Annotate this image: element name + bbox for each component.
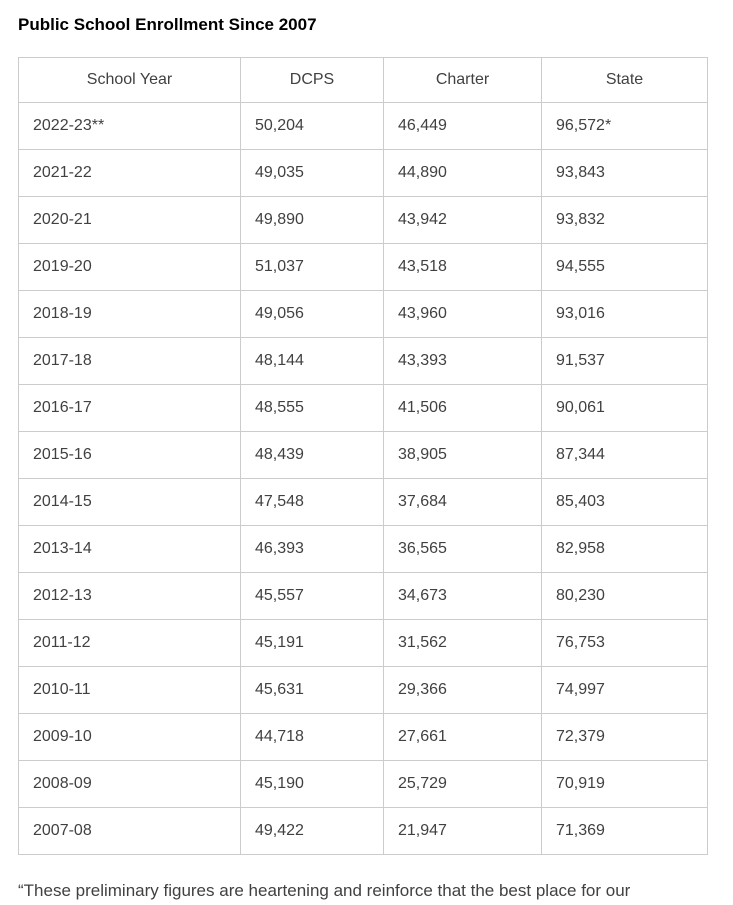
school-year-cell: 2015-16 (18, 431, 241, 479)
value-cell: 76,753 (541, 619, 708, 667)
value-cell: 85,403 (541, 478, 708, 526)
value-cell: 87,344 (541, 431, 708, 479)
page-title: Public School Enrollment Since 2007 (18, 15, 317, 34)
school-year-cell: 2022-23** (18, 102, 241, 150)
value-cell: 45,557 (240, 572, 384, 620)
table-row: 2018-19 49,056 43,960 93,016 (18, 290, 708, 338)
table-row: 2012-13 45,557 34,673 80,230 (18, 572, 708, 620)
table-row: 2009-10 44,718 27,661 72,379 (18, 713, 708, 761)
value-cell: 37,684 (383, 478, 542, 526)
table-row: 2017-18 48,144 43,393 91,537 (18, 337, 708, 385)
value-cell: 49,056 (240, 290, 384, 338)
school-year-cell: 2020-21 (18, 196, 241, 244)
school-year-cell: 2017-18 (18, 337, 241, 385)
table-header-row: School Year DCPS Charter State (18, 57, 708, 103)
school-year-cell: 2016-17 (18, 384, 241, 432)
school-year-cell: 2021-22 (18, 149, 241, 197)
value-cell: 90,061 (541, 384, 708, 432)
value-cell: 44,890 (383, 149, 542, 197)
value-cell: 50,204 (240, 102, 384, 150)
school-year-cell: 2019-20 (18, 243, 241, 291)
column-header-charter: Charter (383, 57, 542, 103)
value-cell: 49,035 (240, 149, 384, 197)
value-cell: 48,144 (240, 337, 384, 385)
table-row: 2014-15 47,548 37,684 85,403 (18, 478, 708, 526)
value-cell: 25,729 (383, 760, 542, 808)
value-cell: 94,555 (541, 243, 708, 291)
school-year-cell: 2011-12 (18, 619, 241, 667)
value-cell: 46,449 (383, 102, 542, 150)
value-cell: 51,037 (240, 243, 384, 291)
value-cell: 36,565 (383, 525, 542, 573)
table-body: 2022-23** 50,204 46,449 96,572* 2021-22 49,03… (18, 102, 708, 855)
table-row: 2019-20 51,037 43,518 94,555 (18, 243, 708, 291)
value-cell: 93,016 (541, 290, 708, 338)
value-cell: 46,393 (240, 525, 384, 573)
value-cell: 70,919 (541, 760, 708, 808)
table-row: 2011-12 45,191 31,562 76,753 (18, 619, 708, 667)
value-cell: 38,905 (383, 431, 542, 479)
value-cell: 80,230 (541, 572, 708, 620)
table-row: 2015-16 48,439 38,905 87,344 (18, 431, 708, 479)
value-cell: 45,191 (240, 619, 384, 667)
value-cell: 93,843 (541, 149, 708, 197)
school-year-cell: 2008-09 (18, 760, 241, 808)
value-cell: 72,379 (541, 713, 708, 761)
column-header-school-year: School Year (18, 57, 241, 103)
value-cell: 48,555 (240, 384, 384, 432)
value-cell: 47,548 (240, 478, 384, 526)
school-year-cell: 2009-10 (18, 713, 241, 761)
school-year-cell: 2014-15 (18, 478, 241, 526)
column-header-state: State (541, 57, 708, 103)
table-row: 2022-23** 50,204 46,449 96,572* (18, 102, 708, 150)
value-cell: 27,661 (383, 713, 542, 761)
value-cell: 49,422 (240, 807, 384, 855)
value-cell: 74,997 (541, 666, 708, 714)
value-cell: 43,518 (383, 243, 542, 291)
value-cell: 43,960 (383, 290, 542, 338)
table-row: 2007-08 49,422 21,947 71,369 (18, 807, 708, 855)
value-cell: 31,562 (383, 619, 542, 667)
enrollment-table: School Year DCPS Charter State 2022-23** 50,… (18, 57, 708, 855)
school-year-cell: 2012-13 (18, 572, 241, 620)
value-cell: 82,958 (541, 525, 708, 573)
value-cell: 45,190 (240, 760, 384, 808)
value-cell: 21,947 (383, 807, 542, 855)
table-row: 2010-11 45,631 29,366 74,997 (18, 666, 708, 714)
value-cell: 48,439 (240, 431, 384, 479)
value-cell: 49,890 (240, 196, 384, 244)
school-year-cell: 2018-19 (18, 290, 241, 338)
value-cell: 43,393 (383, 337, 542, 385)
value-cell: 44,718 (240, 713, 384, 761)
column-header-dcps: DCPS (240, 57, 384, 103)
table-row: 2013-14 46,393 36,565 82,958 (18, 525, 708, 573)
value-cell: 41,506 (383, 384, 542, 432)
value-cell: 91,537 (541, 337, 708, 385)
school-year-cell: 2013-14 (18, 525, 241, 573)
value-cell: 71,369 (541, 807, 708, 855)
table-row: 2008-09 45,190 25,729 70,919 (18, 760, 708, 808)
value-cell: 45,631 (240, 666, 384, 714)
table-row: 2016-17 48,555 41,506 90,061 (18, 384, 708, 432)
value-cell: 96,572* (541, 102, 708, 150)
value-cell: 43,942 (383, 196, 542, 244)
value-cell: 34,673 (383, 572, 542, 620)
school-year-cell: 2007-08 (18, 807, 241, 855)
quote-paragraph: “These preliminary figures are heartenin… (18, 881, 631, 900)
value-cell: 29,366 (383, 666, 542, 714)
value-cell: 93,832 (541, 196, 708, 244)
table-row: 2021-22 49,035 44,890 93,843 (18, 149, 708, 197)
table-row: 2020-21 49,890 43,942 93,832 (18, 196, 708, 244)
school-year-cell: 2010-11 (18, 666, 241, 714)
